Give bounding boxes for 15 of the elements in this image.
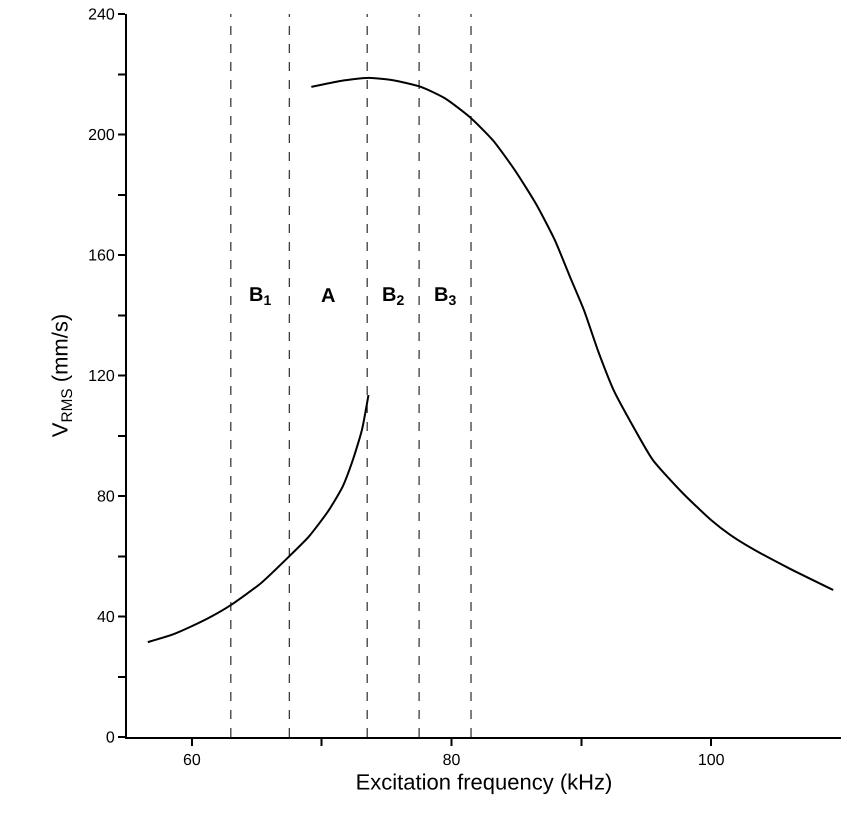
y-tick-label: 120 bbox=[88, 368, 115, 386]
x-tick-label: 60 bbox=[183, 752, 201, 770]
annotation: B$_{2}$ bbox=[382, 284, 404, 308]
y-tick-label: 40 bbox=[97, 609, 115, 626]
x-axis-title: Excitation frequency (kHz) bbox=[356, 770, 612, 795]
y-tick-label: 240 bbox=[88, 6, 115, 24]
x-tick-label: 80 bbox=[442, 752, 461, 770]
annotation: B$_{1}$ bbox=[249, 284, 272, 308]
x-tick-label: 100 bbox=[698, 752, 725, 770]
y-tick-label: 80 bbox=[97, 488, 115, 506]
y-tick-label: 160 bbox=[88, 248, 115, 265]
y-tick-label: 0 bbox=[106, 730, 115, 747]
y-tick-label: 200 bbox=[88, 127, 115, 144]
annotation: A bbox=[321, 285, 336, 307]
annotation: B$_{3}$ bbox=[434, 284, 456, 308]
